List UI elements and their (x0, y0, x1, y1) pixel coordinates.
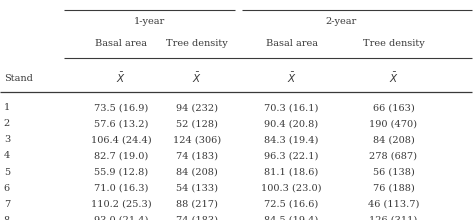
Text: 66 (163): 66 (163) (373, 103, 414, 112)
Text: 93.0 (21.4): 93.0 (21.4) (94, 216, 148, 220)
Text: 110.2 (25.3): 110.2 (25.3) (91, 200, 151, 209)
Text: 106.4 (24.4): 106.4 (24.4) (91, 136, 151, 144)
Text: 5: 5 (4, 168, 10, 176)
Text: 96.3 (22.1): 96.3 (22.1) (264, 152, 319, 160)
Text: 1: 1 (4, 103, 10, 112)
Text: 74 (183): 74 (183) (176, 216, 218, 220)
Text: 74 (183): 74 (183) (176, 152, 218, 160)
Text: 124 (306): 124 (306) (173, 136, 221, 144)
Text: Tree density: Tree density (166, 40, 228, 48)
Text: 73.5 (16.9): 73.5 (16.9) (94, 103, 148, 112)
Text: 190 (470): 190 (470) (369, 119, 418, 128)
Text: Basal area: Basal area (95, 40, 147, 48)
Text: 2-year: 2-year (326, 18, 357, 26)
Text: 52 (128): 52 (128) (176, 119, 218, 128)
Text: 57.6 (13.2): 57.6 (13.2) (94, 119, 148, 128)
Text: 1-year: 1-year (134, 18, 165, 26)
Text: 70.3 (16.1): 70.3 (16.1) (264, 103, 319, 112)
Text: Stand: Stand (4, 74, 33, 82)
Text: 3: 3 (4, 136, 10, 144)
Text: 82.7 (19.0): 82.7 (19.0) (94, 152, 148, 160)
Text: 4: 4 (4, 152, 10, 160)
Text: $\bar{X}$: $\bar{X}$ (389, 71, 398, 85)
Text: 46 (113.7): 46 (113.7) (368, 200, 419, 209)
Text: 90.4 (20.8): 90.4 (20.8) (264, 119, 319, 128)
Text: 8: 8 (4, 216, 10, 220)
Text: 7: 7 (4, 200, 10, 209)
Text: 71.0 (16.3): 71.0 (16.3) (94, 184, 148, 192)
Text: 94 (232): 94 (232) (176, 103, 218, 112)
Text: 126 (311): 126 (311) (369, 216, 418, 220)
Text: 84.3 (19.4): 84.3 (19.4) (264, 136, 319, 144)
Text: $\bar{X}$: $\bar{X}$ (287, 71, 296, 85)
Text: Basal area: Basal area (265, 40, 318, 48)
Text: 100.3 (23.0): 100.3 (23.0) (261, 184, 322, 192)
Text: 56 (138): 56 (138) (373, 168, 414, 176)
Text: 84 (208): 84 (208) (373, 136, 414, 144)
Text: 88 (217): 88 (217) (176, 200, 218, 209)
Text: 2: 2 (4, 119, 10, 128)
Text: 55.9 (12.8): 55.9 (12.8) (94, 168, 148, 176)
Text: 76 (188): 76 (188) (373, 184, 414, 192)
Text: 81.1 (18.6): 81.1 (18.6) (264, 168, 319, 176)
Text: Tree density: Tree density (363, 40, 424, 48)
Text: 6: 6 (4, 184, 10, 192)
Text: $\bar{X}$: $\bar{X}$ (116, 71, 126, 85)
Text: 84 (208): 84 (208) (176, 168, 218, 176)
Text: 84.5 (19.4): 84.5 (19.4) (264, 216, 319, 220)
Text: $\bar{X}$: $\bar{X}$ (192, 71, 201, 85)
Text: 278 (687): 278 (687) (369, 152, 418, 160)
Text: 54 (133): 54 (133) (176, 184, 218, 192)
Text: 72.5 (16.6): 72.5 (16.6) (264, 200, 319, 209)
